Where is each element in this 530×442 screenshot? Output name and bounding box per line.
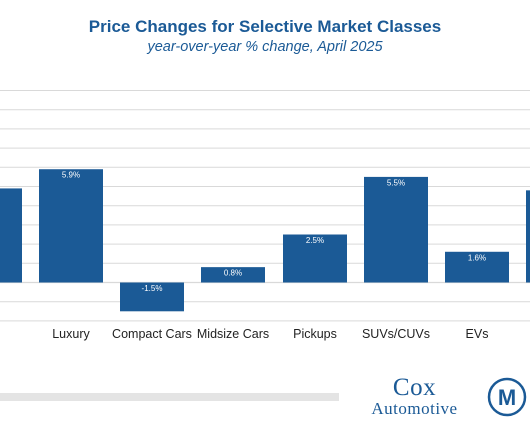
chart-subtitle: year-over-year % change, April 2025	[147, 39, 383, 55]
bar	[364, 176, 428, 283]
bars	[0, 169, 530, 312]
category-label: EVs	[466, 327, 489, 341]
bar	[120, 282, 184, 312]
bar	[526, 190, 530, 283]
bar-value-label: -1.5%	[142, 284, 163, 293]
logo-line-1: Cox	[392, 374, 437, 401]
category-label: Luxury	[52, 327, 90, 341]
bar-value-label: 2.5%	[306, 236, 324, 245]
category-label: Midsize Cars	[197, 327, 269, 341]
category-label: SUVs/CUVs	[362, 327, 430, 341]
chart-title: Price Changes for Selective Market Class…	[88, 17, 442, 36]
manheim-logo-icon: M	[487, 377, 527, 417]
bar-value-label: 5.9%	[62, 171, 80, 180]
footer-divider	[0, 393, 339, 401]
bar-value-label: 0.8%	[224, 269, 242, 278]
bar	[201, 267, 265, 283]
bar	[39, 169, 103, 283]
bar-chart: 5.9%-1.5%0.8%2.5%5.5%1.6% lLuxuryCompact…	[0, 90, 530, 341]
bar-labels: 5.9% -1.5% 0.8% 2.5% 5.5% 1.6%	[62, 171, 486, 293]
category-label: Pickups	[293, 327, 337, 341]
bar-value-label: 5.5%	[387, 178, 405, 187]
cox-automotive-logo: Cox Automotive	[356, 375, 473, 417]
logo-line-2: Automotive	[371, 399, 458, 418]
bar-value-label: 1.6%	[468, 253, 486, 262]
bar	[445, 251, 509, 283]
category-label: Compact Cars	[112, 327, 192, 341]
manheim-logo-letter: M	[498, 385, 516, 410]
bar	[0, 188, 22, 283]
bar	[283, 234, 347, 283]
